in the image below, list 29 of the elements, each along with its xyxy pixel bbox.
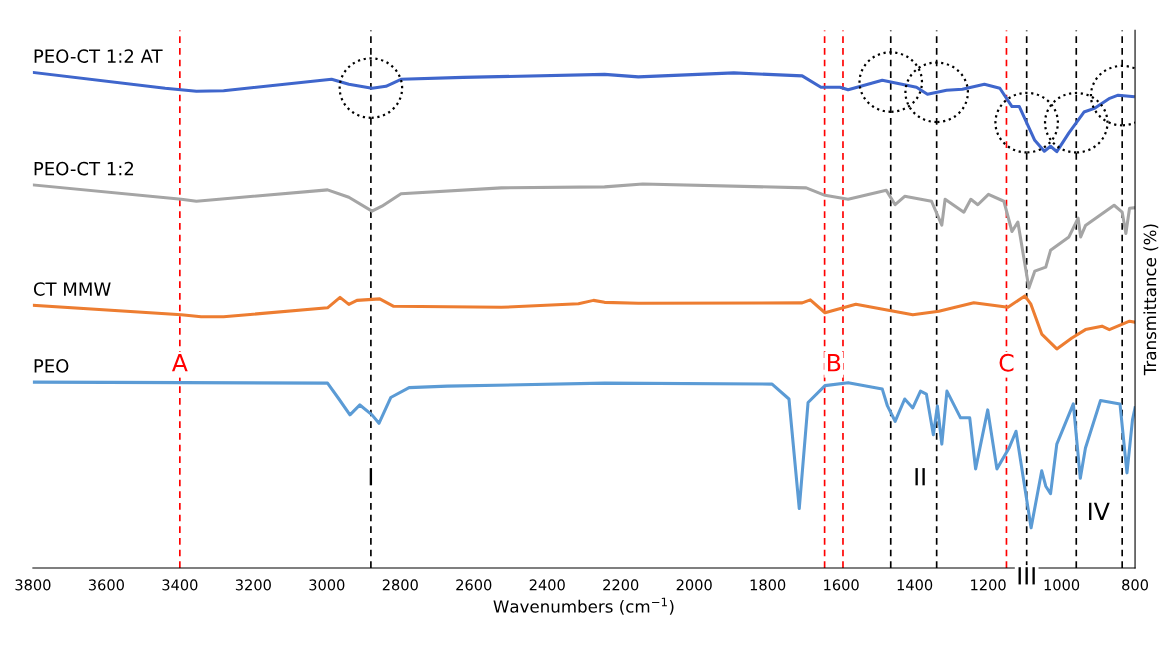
annotation: A [171,354,188,372]
y-axis-title: Transmittance (%) [1143,224,1159,376]
x-tick-label: 2400 [529,579,565,591]
series-label: PEO [34,359,69,373]
x-tick-label: 1000 [1044,579,1080,591]
x-tick-label: 3400 [162,579,198,591]
series-label: CT MMW [33,282,111,296]
annotation: I [369,468,373,486]
annotation: III [1018,567,1035,585]
series-label: PEO-CT 1:2 AT [34,49,163,63]
x-tick-label: 1800 [750,579,786,591]
annotation: B [828,354,841,372]
x-tick-label: 1600 [824,579,859,591]
x-tick-label: 1200 [971,579,1006,591]
x-tick-label: 800 [1122,579,1148,591]
annotation: II [915,468,925,486]
x-tick-label: 3600 [88,579,124,591]
series-label: PEO-CT 1:2 [34,161,134,176]
x-axis-title: Wavenumbers (cm$^{−1}$) [493,597,674,615]
x-tick-label: 3800 [15,579,51,591]
x-tick-label: 3000 [309,579,345,591]
x-tick-label: 2200 [603,579,639,591]
x-tick-label: 2000 [676,579,712,591]
annotation: C [999,353,1014,372]
annotation: IV [1089,502,1110,520]
x-tick-label: 1400 [897,579,933,591]
x-tick-label: 2600 [456,579,492,591]
x-tick-label: 2800 [382,579,418,591]
x-tick-label: 3200 [235,579,271,591]
